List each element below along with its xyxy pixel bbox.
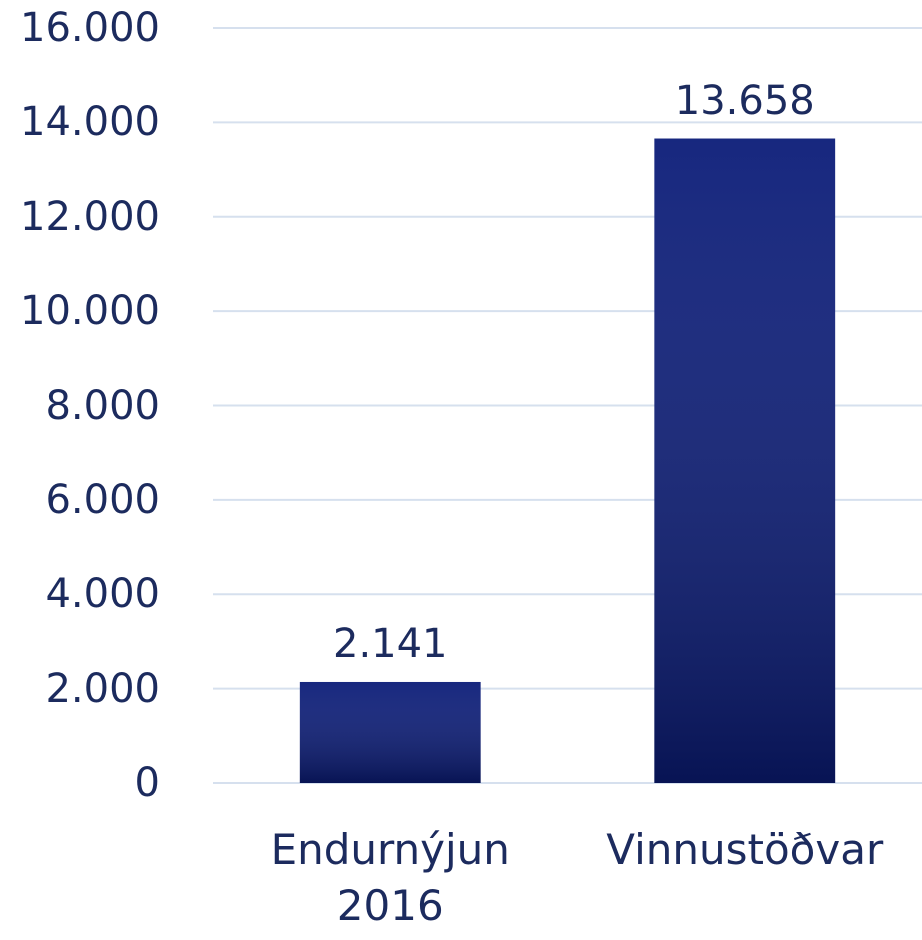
y-tick-label: 8.000 [45, 382, 160, 429]
value-label: 2.141 [332, 620, 448, 667]
bar-shade [299, 681, 481, 783]
y-tick-label: 0 [134, 760, 160, 806]
x-tick-label: Endurnýjun 2016 [270, 825, 510, 930]
y-tick-label: 16.000 [20, 5, 160, 51]
y-tick-label: 12.000 [20, 193, 160, 240]
y-tick-label: 14.000 [20, 99, 160, 146]
x-tick-label: Vinnustöðvar [606, 825, 884, 874]
value-label: 13.658 [674, 77, 815, 124]
y-tick-label: 10.000 [20, 288, 160, 335]
bar-shade [654, 138, 836, 783]
y-tick-label: 2.000 [45, 665, 160, 712]
y-tick-label: 6.000 [45, 476, 160, 523]
y-tick-label: 4.000 [45, 571, 160, 618]
